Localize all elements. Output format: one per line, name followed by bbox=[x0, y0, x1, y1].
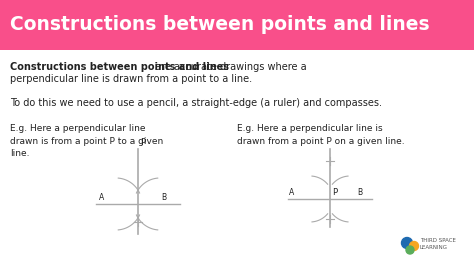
Text: perpendicular line is drawn from a point to a line.: perpendicular line is drawn from a point… bbox=[10, 74, 252, 84]
Circle shape bbox=[401, 238, 412, 249]
Text: To do this we need to use a pencil, a straight-edge (a ruler) and compasses.: To do this we need to use a pencil, a st… bbox=[10, 98, 382, 108]
Text: Constructions between points and lines: Constructions between points and lines bbox=[10, 16, 429, 34]
Circle shape bbox=[406, 246, 414, 254]
Text: Constructions between points and lines: Constructions between points and lines bbox=[10, 62, 229, 72]
Text: A: A bbox=[289, 188, 295, 197]
Text: B: B bbox=[357, 188, 363, 197]
Text: E.g. Here a perpendicular line is
drawn from a point P on a given line.: E.g. Here a perpendicular line is drawn … bbox=[237, 124, 405, 146]
Text: A: A bbox=[100, 193, 105, 202]
Circle shape bbox=[410, 242, 419, 250]
Text: are accurate drawings where a: are accurate drawings where a bbox=[152, 62, 307, 72]
Text: B: B bbox=[162, 193, 166, 202]
Text: P: P bbox=[140, 138, 145, 147]
Text: P: P bbox=[332, 188, 337, 197]
Text: E.g. Here a perpendicular line
drawn is from a point P to a given
line.: E.g. Here a perpendicular line drawn is … bbox=[10, 124, 163, 158]
Bar bbox=[0, 0, 474, 50]
Text: THIRD SPACE
LEARNING: THIRD SPACE LEARNING bbox=[420, 238, 456, 250]
